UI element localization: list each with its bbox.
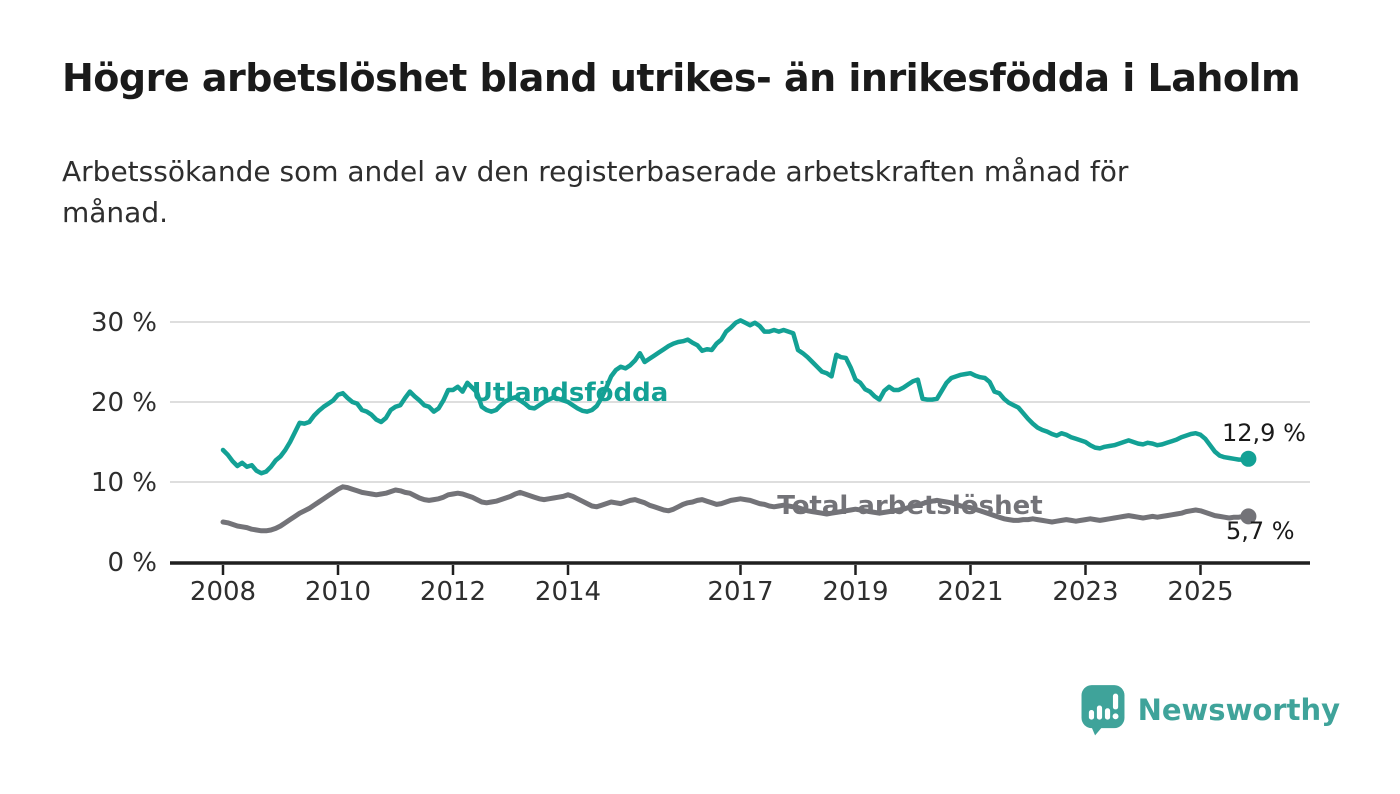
y-axis-tick-label: 0 % — [107, 548, 157, 578]
series-line-utlandsfodda — [220, 318, 1251, 476]
y-axis-tick-label: 30 % — [91, 308, 157, 338]
x-axis-tick-label: 2010 — [305, 577, 371, 607]
series-line-total — [220, 484, 1251, 534]
series-label-utlandsfodda: Utlandsfödda — [471, 378, 669, 408]
x-axis-tick-label: 2014 — [535, 577, 601, 607]
newsworthy-logo: Newsworthy — [1079, 684, 1340, 736]
x-axis-tick-label: 2025 — [1167, 577, 1233, 607]
series-end-dot-utlandsfodda — [1240, 450, 1257, 467]
bar-chart-speech-bubble-icon — [1081, 685, 1125, 736]
page-title: Högre arbetslöshet bland utrikes- än inr… — [62, 56, 1301, 100]
x-axis-tick-label: 2008 — [190, 577, 256, 607]
series-end-dot-total — [1240, 508, 1257, 525]
y-axis-tick-label: 20 % — [91, 388, 157, 418]
x-axis-tick-label: 2021 — [937, 577, 1003, 607]
series-label-total-arbetsloshet: Total arbetslöshet — [777, 491, 1043, 521]
x-axis-tick-label: 2017 — [707, 577, 773, 607]
page-subtitle: Arbetssökande som andel av den registerb… — [62, 155, 1129, 229]
newsworthy-wordmark: Newsworthy — [1137, 693, 1340, 727]
x-axis-tick-label: 2019 — [822, 577, 888, 607]
x-axis-tick-label: 2012 — [420, 577, 486, 607]
end-value-total-arbetsloshet: 5,7 % — [1226, 517, 1295, 545]
y-axis-tick-label: 10 % — [91, 468, 157, 498]
x-axis-tick-label: 2023 — [1052, 577, 1118, 607]
end-value-utlandsfodda: 12,9 % — [1222, 419, 1306, 447]
